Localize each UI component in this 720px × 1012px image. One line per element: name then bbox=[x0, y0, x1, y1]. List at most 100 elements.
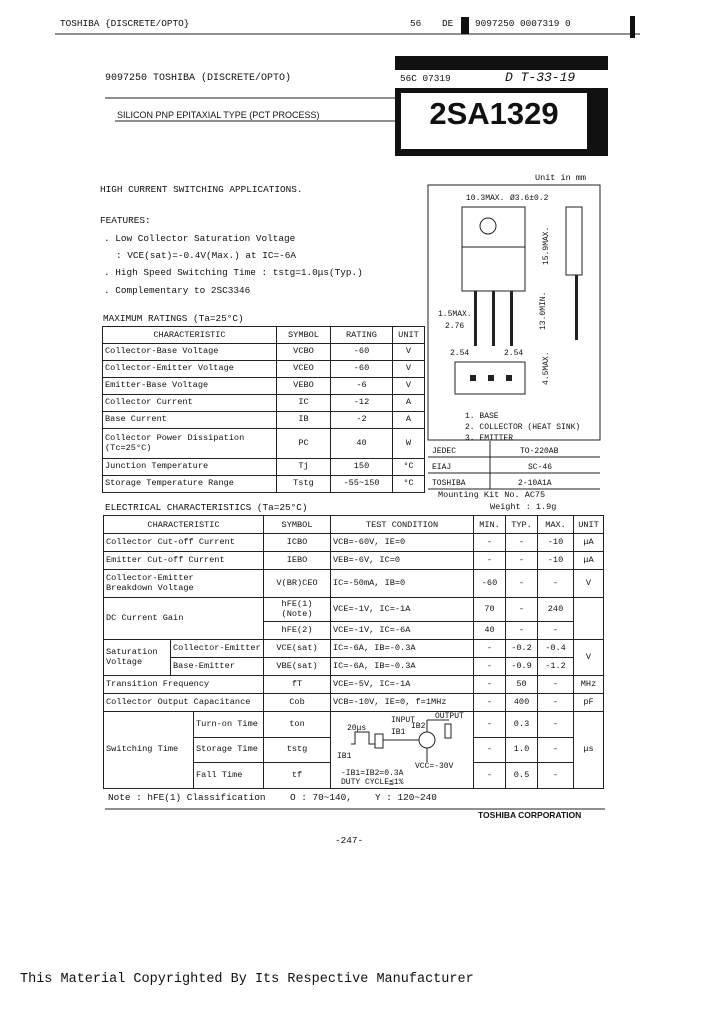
cell: - bbox=[506, 534, 538, 552]
header-cell: SYMBOL bbox=[264, 516, 331, 534]
standard-value: 2-10A1A bbox=[518, 479, 552, 488]
cell: hFE(1) (Note) bbox=[264, 598, 331, 622]
cell: 40 bbox=[331, 429, 393, 459]
subtitle: SILICON PNP EPITAXIAL TYPE (PCT PROCESS) bbox=[117, 110, 320, 120]
part-number: 2SA1329 bbox=[429, 96, 558, 131]
copyright: This Material Copyrighted By Its Respect… bbox=[20, 972, 474, 987]
cell: Collector Output Capacitance bbox=[104, 694, 264, 712]
cell: - bbox=[538, 622, 574, 640]
cell: - bbox=[474, 640, 506, 658]
cell: Collector-Emitter Voltage bbox=[103, 361, 277, 378]
circuit-label: IB1 bbox=[337, 752, 352, 761]
circuit: 20μs INPUT IB1 IB2 OUTPUT IB1 VCC=-30V -… bbox=[331, 712, 474, 788]
cell: Base Current bbox=[103, 412, 277, 429]
cell: VEBO bbox=[277, 378, 331, 395]
cell: DC Current Gain bbox=[104, 598, 264, 640]
side-view bbox=[566, 207, 582, 275]
cell: Collector-Emitter Breakdown Voltage bbox=[104, 570, 264, 598]
dimension: 2.54 bbox=[450, 349, 469, 358]
cell: Fall Time bbox=[194, 762, 264, 788]
cell: VCE=-1V, IC=-6A bbox=[331, 622, 474, 640]
dimension: 15.9MAX. bbox=[542, 227, 551, 265]
cell: Junction Temperature bbox=[103, 459, 277, 476]
header-cell: RATING bbox=[331, 327, 393, 344]
header-cell: UNIT bbox=[574, 516, 604, 534]
header-cell: CHARACTERISTIC bbox=[104, 516, 264, 534]
mark bbox=[461, 17, 469, 34]
note: Note : hFE(1) Classification bbox=[108, 792, 266, 803]
cell: V bbox=[574, 570, 604, 598]
cell: Cob bbox=[264, 694, 331, 712]
transistor bbox=[419, 732, 435, 748]
mark bbox=[630, 16, 635, 38]
circuit-label: OUTPUT bbox=[435, 712, 464, 721]
cell: -60 bbox=[474, 570, 506, 598]
cell: - bbox=[538, 694, 574, 712]
cell: 40 bbox=[474, 622, 506, 640]
lead bbox=[575, 275, 578, 340]
tab bbox=[462, 207, 525, 247]
pin-label: 1. BASE bbox=[465, 412, 499, 421]
cell: IC=-6A, IB=-0.3A bbox=[331, 640, 474, 658]
header-cell: MAX. bbox=[538, 516, 574, 534]
cell: μA bbox=[574, 552, 604, 570]
lead bbox=[510, 291, 513, 346]
pin-label: 2. COLLECTOR (HEAT SINK) bbox=[465, 423, 580, 432]
feature: : VCE(sat)=-0.4V(Max.) at IC=-6A bbox=[116, 250, 296, 261]
lead bbox=[492, 291, 495, 346]
circuit-label: DUTY CYCLE≦1% bbox=[341, 778, 404, 787]
cell: IB bbox=[277, 412, 331, 429]
standard-name: JEDEC bbox=[432, 447, 456, 456]
cell: A bbox=[393, 395, 425, 412]
cell: IC=-6A, IB=-0.3A bbox=[331, 658, 474, 676]
standard-value: TO-220AB bbox=[520, 447, 559, 456]
cell: - bbox=[506, 552, 538, 570]
unit-note: Unit in mm bbox=[535, 173, 586, 183]
cell: - bbox=[538, 762, 574, 788]
cell: - bbox=[506, 598, 538, 622]
table-title: ELECTRICAL CHARACTERISTICS (Ta=25°C) bbox=[105, 502, 308, 513]
pin bbox=[488, 375, 494, 381]
cell: Base-Emitter bbox=[171, 658, 264, 676]
dimension: 2.76 bbox=[445, 322, 464, 331]
resistor bbox=[375, 734, 383, 748]
cell: IC=-50mA, IB=0 bbox=[331, 570, 474, 598]
cell: ICBO bbox=[264, 534, 331, 552]
cell: V bbox=[574, 640, 604, 676]
cell: VCE=-5V, IC=-1A bbox=[331, 676, 474, 694]
cell: - bbox=[474, 738, 506, 762]
cell: -10 bbox=[538, 552, 574, 570]
handwritten-code: D T-33-19 bbox=[505, 70, 575, 85]
feature: . Low Collector Saturation Voltage bbox=[104, 233, 295, 244]
cell: - bbox=[474, 762, 506, 788]
cell: pF bbox=[574, 694, 604, 712]
cell: 0.3 bbox=[506, 712, 538, 738]
cell: - bbox=[474, 712, 506, 738]
cell: 0.5 bbox=[506, 762, 538, 788]
header-cell: CHARACTERISTIC bbox=[103, 327, 277, 344]
header-code: 56C 07319 bbox=[400, 73, 451, 84]
cell: 240 bbox=[538, 598, 574, 622]
pin bbox=[470, 375, 476, 381]
cell bbox=[574, 598, 604, 640]
cell: V bbox=[393, 361, 425, 378]
features-heading: FEATURES: bbox=[100, 215, 151, 226]
cell: tstg bbox=[264, 738, 331, 762]
circuit-label: 20μs bbox=[347, 724, 366, 733]
cell: VCB=-10V, IE=0, f=1MHz bbox=[331, 694, 474, 712]
header-cell: TYP. bbox=[506, 516, 538, 534]
cell: °C bbox=[393, 476, 425, 493]
cell: -1.2 bbox=[538, 658, 574, 676]
code: 56 bbox=[410, 18, 421, 29]
cell: -10 bbox=[538, 534, 574, 552]
cell: Saturation Voltage bbox=[104, 640, 171, 676]
cell: - bbox=[538, 712, 574, 738]
cell: IEBO bbox=[264, 552, 331, 570]
cell: VCBO bbox=[277, 344, 331, 361]
cell: - bbox=[538, 676, 574, 694]
cell: - bbox=[474, 676, 506, 694]
circuit-label: IB2 bbox=[411, 722, 426, 731]
feature: . Complementary to 2SC3346 bbox=[104, 285, 250, 296]
cell: V bbox=[393, 344, 425, 361]
cell: -0.2 bbox=[506, 640, 538, 658]
